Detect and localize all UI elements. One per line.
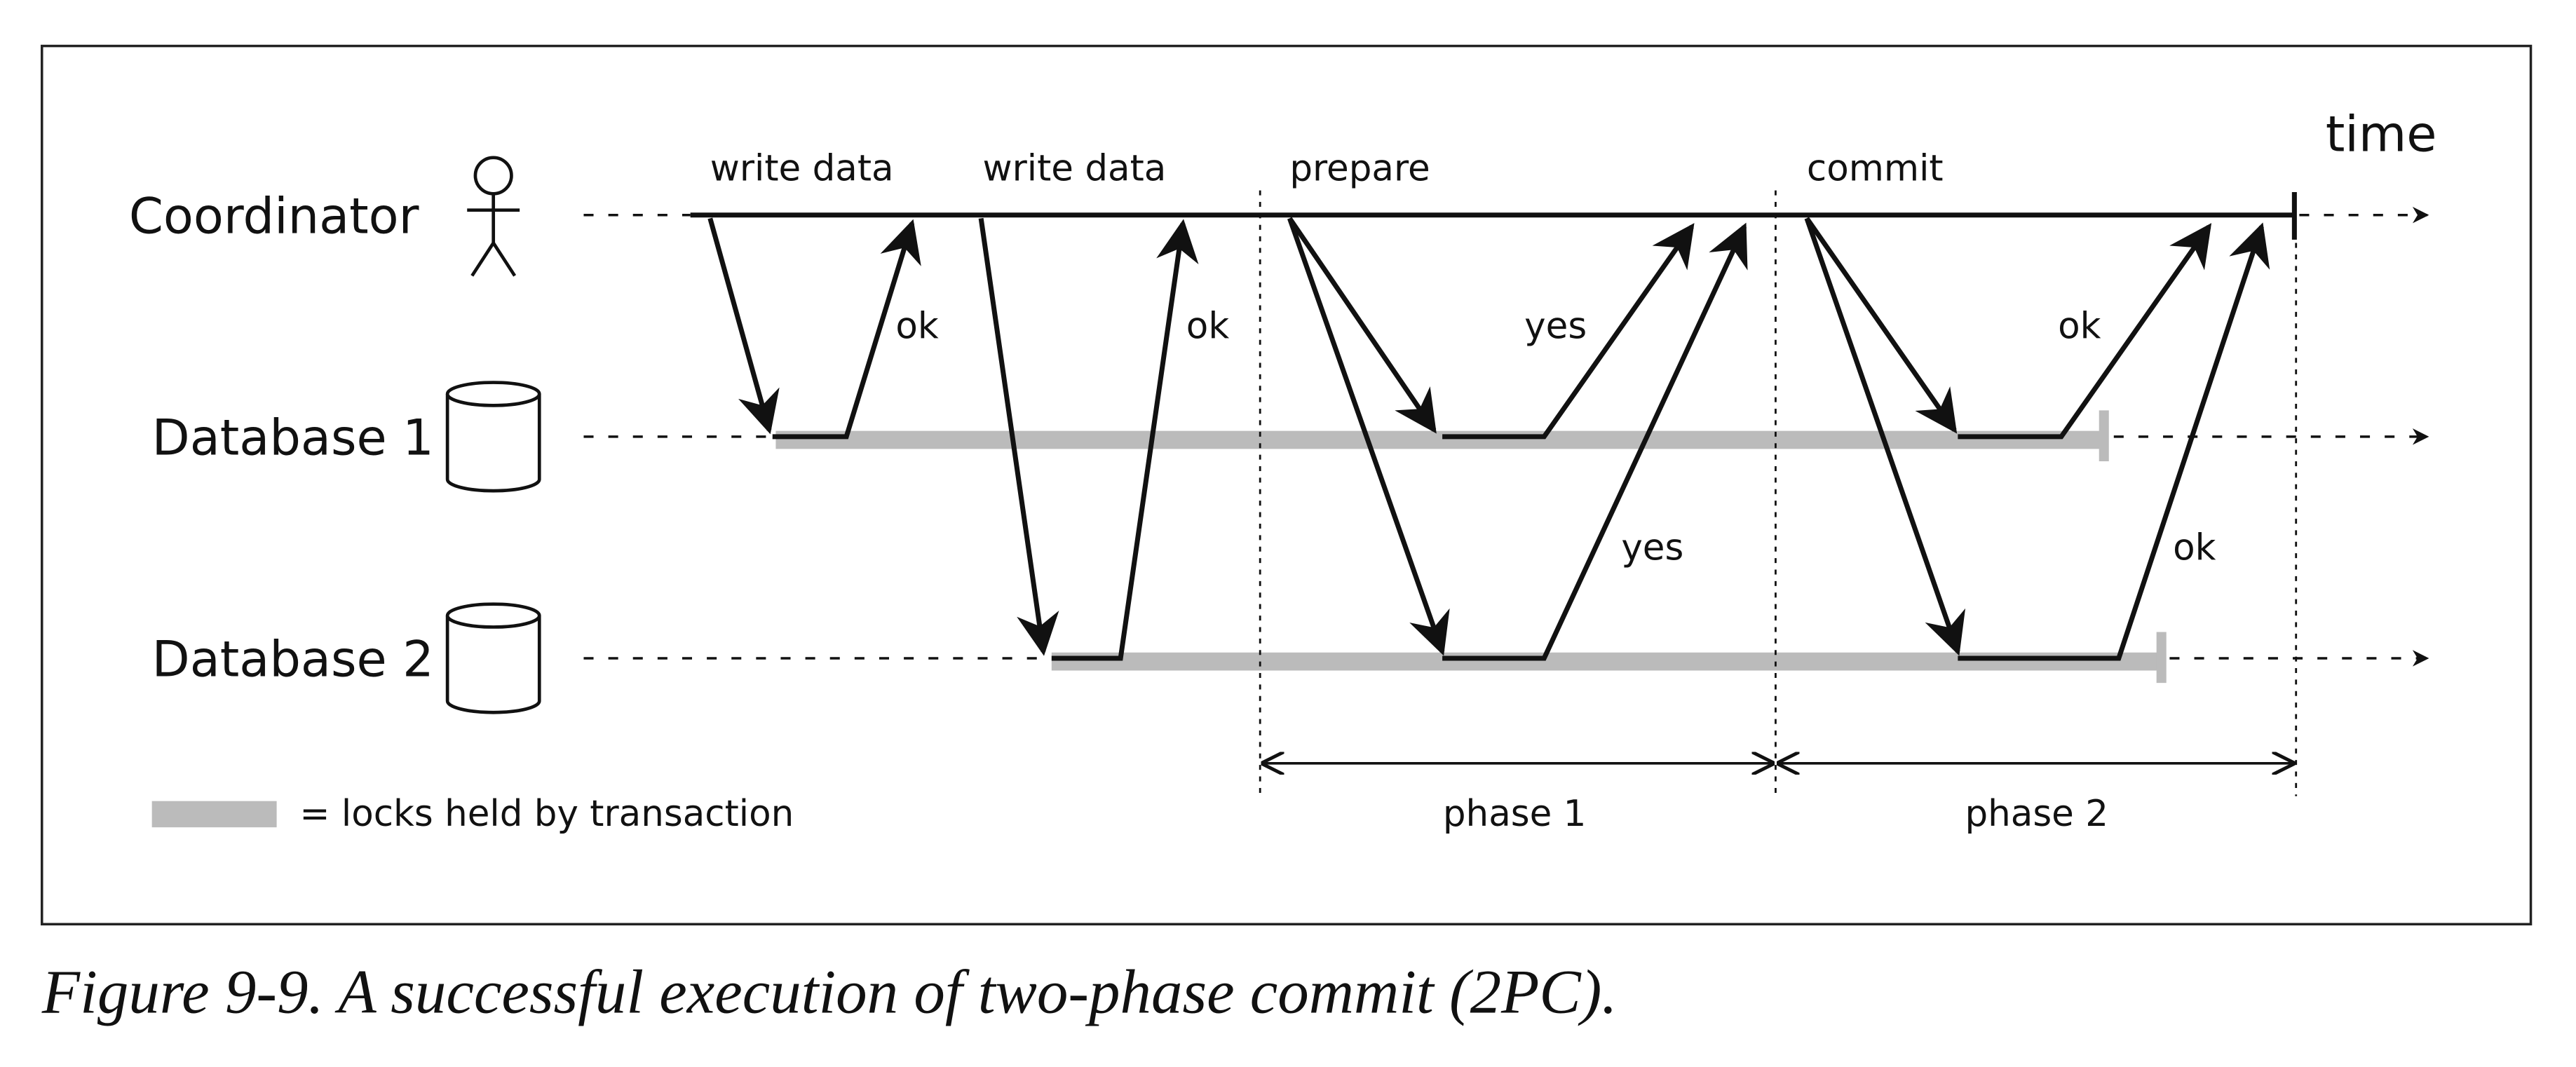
reply-label: yes <box>1621 526 1683 569</box>
frame <box>41 44 2533 926</box>
message-label: write data <box>710 148 894 190</box>
actor-label: Coordinator <box>129 187 419 245</box>
caption: Figure 9-9. A successful execution of tw… <box>41 958 1618 1027</box>
actor-label: Database 1 <box>152 409 434 467</box>
message-label: write data <box>982 148 1166 190</box>
reply-label: ok <box>2173 526 2216 569</box>
message-label: prepare <box>1289 148 1430 190</box>
legend-label: = locks held by transaction <box>299 793 794 835</box>
reply-label: ok <box>895 305 939 347</box>
phase-label: phase 1 <box>1443 793 1587 835</box>
phase-label: phase 2 <box>1965 793 2108 835</box>
reply-label: yes <box>1524 305 1587 347</box>
time-label: time <box>2326 105 2437 163</box>
actor-label: Database 2 <box>152 631 434 688</box>
legend-swatch <box>151 801 277 828</box>
person-icon <box>467 156 520 277</box>
database-icon <box>445 381 541 714</box>
timelines <box>583 191 2429 684</box>
phase-markers <box>1259 190 2298 796</box>
message-arrows <box>707 217 2270 661</box>
message-label: commit <box>1807 148 1944 190</box>
reply-label: ok <box>2058 305 2101 347</box>
reply-label: ok <box>1186 305 1230 347</box>
